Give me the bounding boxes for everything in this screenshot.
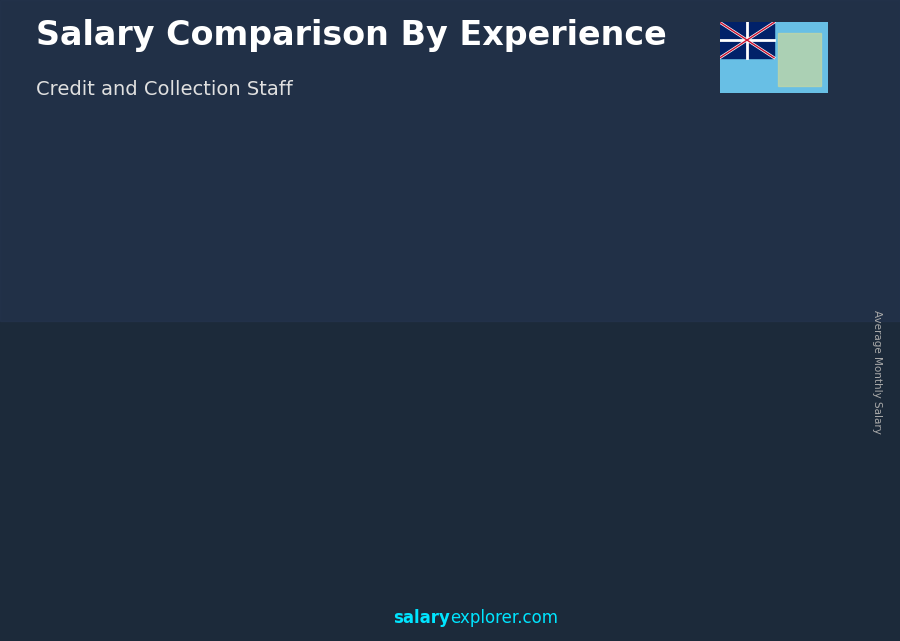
Text: 3,580 FJD: 3,580 FJD bbox=[590, 290, 661, 304]
Bar bbox=[211, 442, 217, 577]
Bar bbox=[337, 376, 401, 577]
Bar bbox=[720, 22, 774, 58]
Text: +8%: +8% bbox=[653, 203, 701, 222]
Text: +48%: +48% bbox=[270, 310, 330, 329]
Bar bbox=[211, 442, 276, 577]
Text: +9%: +9% bbox=[527, 226, 575, 244]
Bar bbox=[85, 475, 150, 577]
Text: 3,880 FJD: 3,880 FJD bbox=[716, 267, 787, 283]
Bar bbox=[92, 475, 150, 478]
Bar bbox=[463, 332, 527, 577]
Text: 1,820 FJD: 1,820 FJD bbox=[213, 420, 284, 436]
Bar bbox=[0, 0, 900, 320]
Text: explorer.com: explorer.com bbox=[450, 609, 558, 627]
Bar bbox=[778, 33, 821, 86]
Bar bbox=[217, 442, 276, 445]
Text: 1,370 FJD: 1,370 FJD bbox=[87, 454, 158, 469]
Bar bbox=[337, 376, 343, 577]
Text: +22%: +22% bbox=[395, 253, 456, 272]
Bar bbox=[714, 288, 779, 577]
Bar bbox=[720, 288, 779, 297]
Text: 2,700 FJD: 2,700 FJD bbox=[339, 355, 410, 370]
Bar bbox=[463, 332, 469, 577]
Bar bbox=[714, 288, 720, 577]
Text: Credit and Collection Staff: Credit and Collection Staff bbox=[36, 80, 292, 99]
Text: salary: salary bbox=[393, 609, 450, 627]
Text: +34%: +34% bbox=[144, 388, 204, 407]
Text: Average Monthly Salary: Average Monthly Salary bbox=[872, 310, 883, 434]
Bar bbox=[85, 475, 92, 577]
Bar bbox=[594, 311, 653, 319]
Bar bbox=[588, 311, 594, 577]
Bar bbox=[469, 332, 527, 340]
Bar bbox=[343, 376, 401, 382]
Text: 3,290 FJD: 3,290 FJD bbox=[464, 312, 535, 326]
Bar bbox=[588, 311, 653, 577]
Text: Salary Comparison By Experience: Salary Comparison By Experience bbox=[36, 19, 667, 52]
